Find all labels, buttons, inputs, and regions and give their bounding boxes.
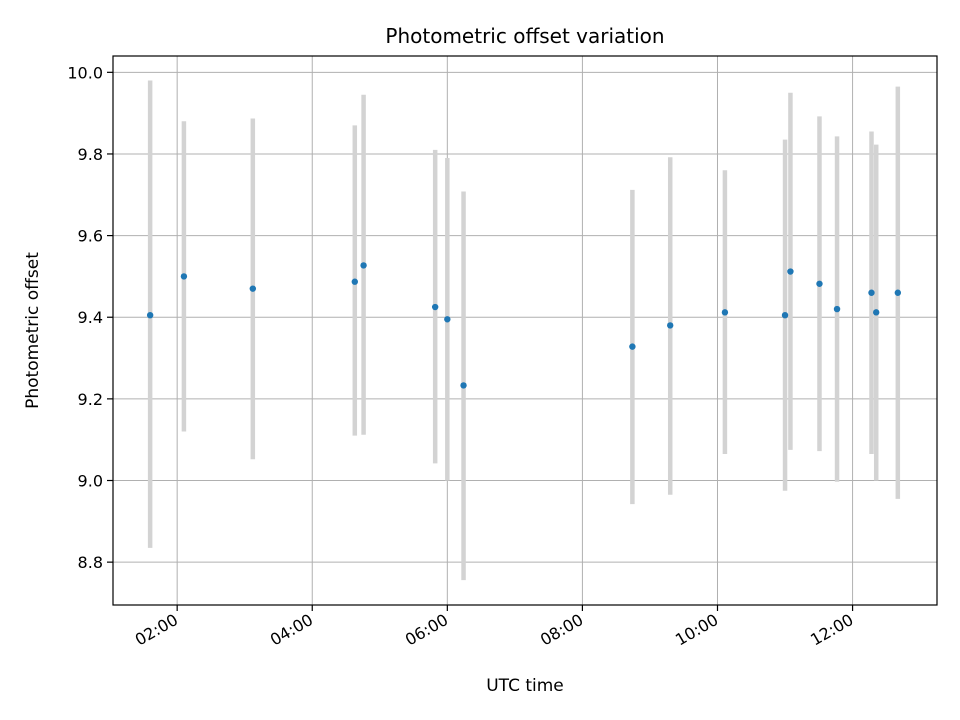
y-tick-label: 9.6 — [78, 227, 103, 246]
plot-frame — [112, 55, 938, 606]
data-point — [787, 268, 794, 275]
y-tick-label: 9.0 — [78, 472, 103, 491]
data-point — [667, 322, 674, 329]
chart-title: Photometric offset variation — [385, 24, 664, 48]
data-point — [894, 289, 902, 296]
y-tick-label: 8.8 — [78, 553, 103, 572]
data-point — [360, 262, 367, 269]
data-point — [180, 273, 188, 280]
data-point — [146, 311, 154, 319]
data-point — [460, 382, 467, 389]
data-point — [721, 309, 729, 316]
data-point — [444, 316, 451, 323]
data-points — [146, 262, 902, 389]
y-tick-label: 9.8 — [78, 145, 103, 164]
data-point — [868, 289, 875, 296]
data-point — [249, 285, 257, 292]
y-ticks: 8.8 9.0 9.2 9.4 9.6 9.8 10.0 — [67, 63, 113, 572]
data-point — [833, 305, 841, 313]
data-point — [816, 280, 823, 287]
y-tick-label: 10.0 — [67, 63, 103, 82]
grid — [113, 56, 937, 605]
y-axis-label: Photometric offset — [23, 252, 43, 409]
data-point — [629, 343, 636, 350]
data-point — [873, 309, 880, 316]
y-tick-label: 9.2 — [78, 390, 103, 409]
data-point — [351, 278, 358, 285]
data-point — [431, 303, 439, 311]
y-tick-label: 9.4 — [78, 308, 103, 327]
x-axis-label: UTC time — [486, 676, 564, 696]
data-point — [781, 311, 789, 319]
